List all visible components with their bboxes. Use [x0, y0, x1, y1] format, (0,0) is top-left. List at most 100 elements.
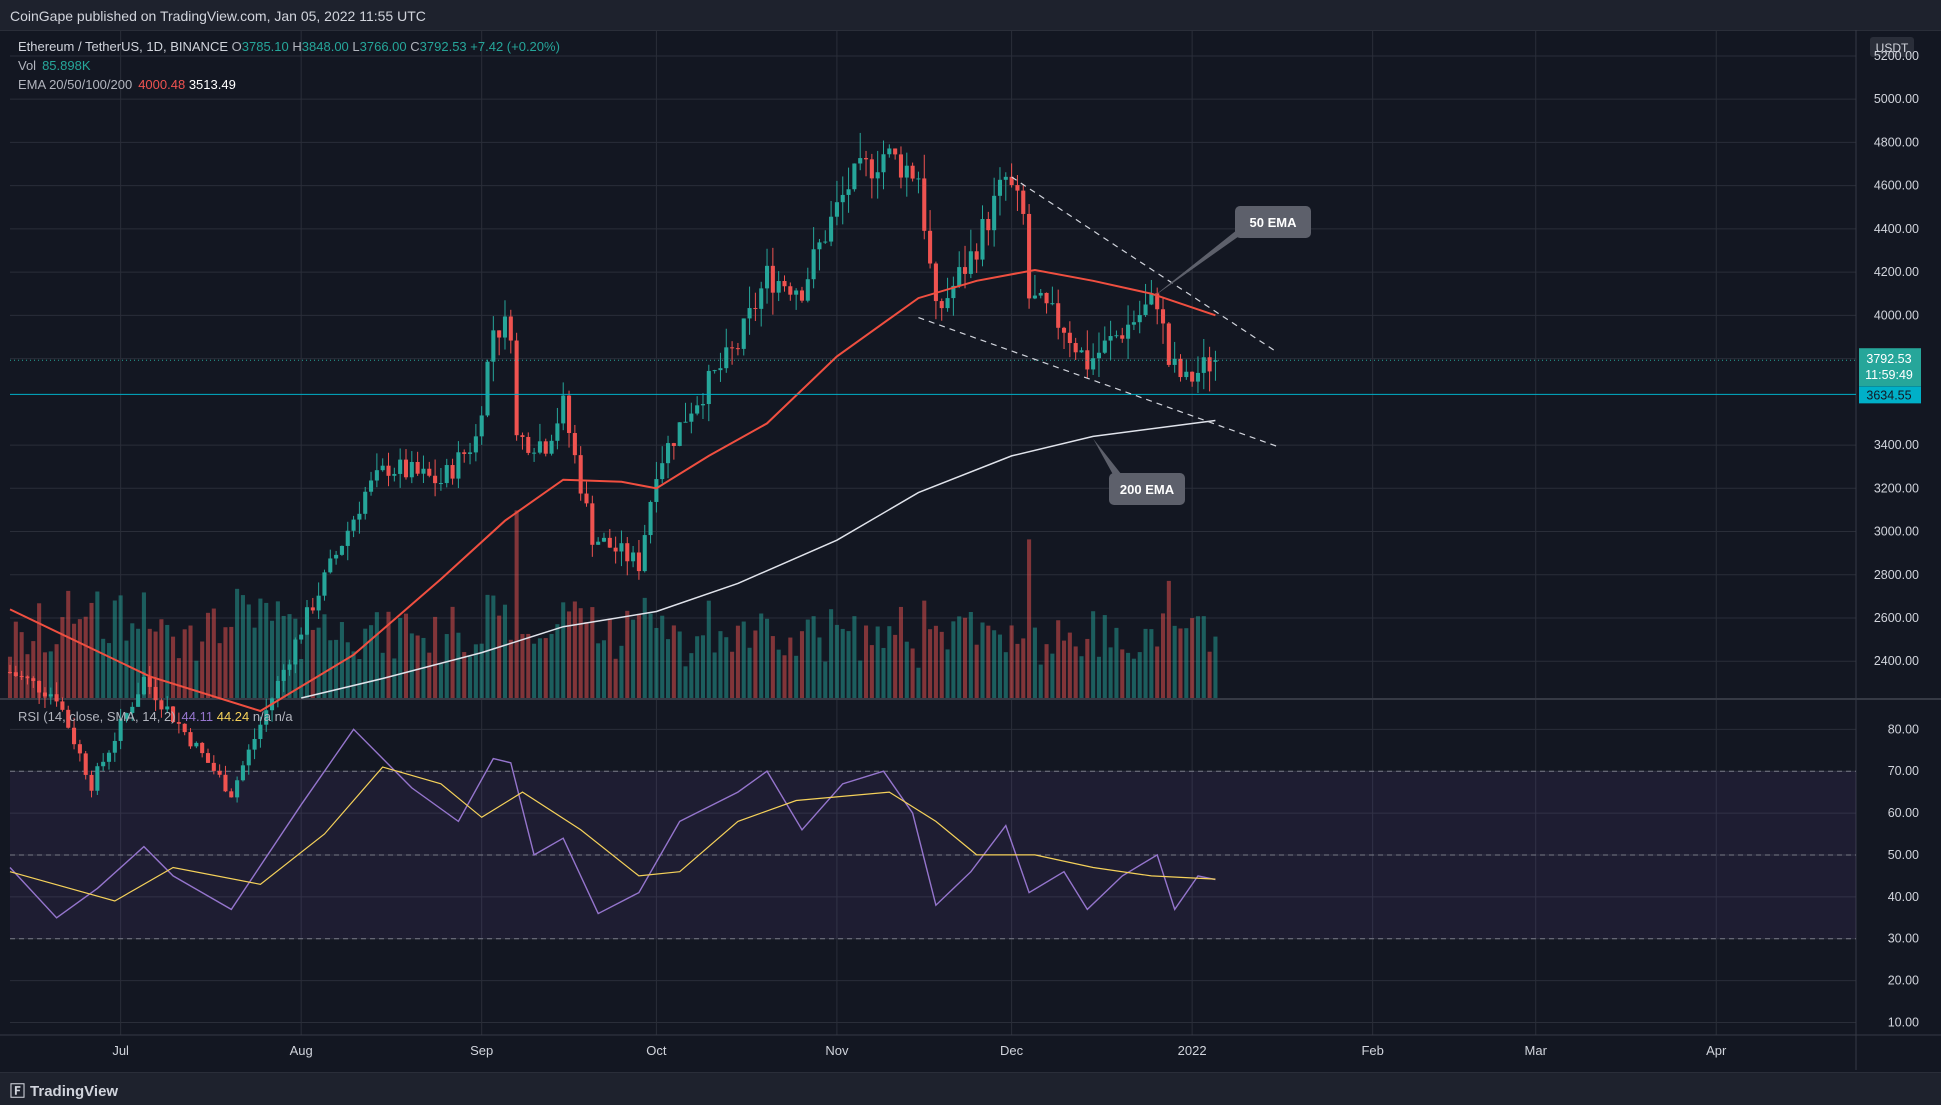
- time-tick-label: Feb: [1361, 1043, 1383, 1058]
- axis-unit-label: USDT: [1876, 41, 1909, 55]
- volume-bar: [19, 632, 24, 698]
- volume-bar: [724, 637, 729, 698]
- high-value: 3848.00: [301, 39, 349, 54]
- candle: [1009, 176, 1014, 186]
- volume-bar: [887, 626, 892, 698]
- volume-bar: [555, 624, 560, 698]
- volume-bar: [287, 614, 292, 698]
- volume-bar: [136, 628, 141, 698]
- candle: [817, 242, 822, 250]
- candle: [31, 678, 36, 681]
- volume-bar: [514, 510, 519, 698]
- volume-bar: [607, 618, 612, 698]
- volume-bar: [322, 614, 327, 698]
- volume-bar: [671, 625, 676, 698]
- volume-bar: [992, 630, 997, 698]
- volume-bar: [1015, 643, 1020, 698]
- candle: [479, 415, 484, 437]
- candle: [89, 774, 94, 791]
- candle: [799, 290, 805, 301]
- candle: [642, 535, 647, 572]
- volume-bar: [782, 655, 787, 698]
- time-tick-label: 2022: [1178, 1043, 1207, 1058]
- published-header: CoinGape published on TradingView.com, J…: [0, 0, 1941, 31]
- volume-bar: [572, 601, 577, 698]
- volume-bar: [83, 616, 88, 698]
- candle: [514, 340, 519, 436]
- volume-bar: [339, 622, 344, 698]
- volume-bar: [951, 621, 956, 698]
- candle: [829, 216, 834, 242]
- volume-bar: [468, 656, 473, 698]
- candle: [188, 732, 193, 747]
- volume-bar: [532, 643, 537, 698]
- candle: [695, 405, 700, 414]
- volume-bar: [957, 616, 962, 698]
- volume-bar: [939, 631, 944, 698]
- volume-bar: [642, 597, 647, 698]
- volume-bar: [689, 653, 694, 698]
- volume-bar: [1172, 625, 1177, 698]
- candle: [1213, 360, 1218, 362]
- volume-bar: [281, 615, 286, 698]
- candle: [1050, 303, 1055, 305]
- price-tick-label: 4600.00: [1874, 179, 1919, 193]
- candle: [229, 791, 234, 798]
- volume-bar: [508, 639, 513, 698]
- volume-bar: [869, 645, 874, 698]
- volume-bar: [42, 652, 47, 698]
- candle: [1149, 293, 1154, 305]
- candle: [881, 154, 886, 173]
- volume-bar: [188, 625, 193, 698]
- volume-bar: [706, 600, 711, 698]
- candle: [689, 413, 694, 422]
- volume-bar: [264, 602, 269, 698]
- candle: [1166, 323, 1171, 365]
- annotation-200-ema-pointer: [1093, 438, 1133, 489]
- candle: [1178, 358, 1183, 378]
- ema-200-line: [301, 419, 1216, 699]
- volume-bar: [1126, 652, 1131, 698]
- candle: [805, 279, 810, 301]
- volume-bar: [491, 595, 496, 698]
- volume-bar: [351, 651, 356, 698]
- candle: [735, 348, 740, 350]
- candle: [369, 480, 374, 492]
- volume-bar: [386, 611, 391, 698]
- volume-bar: [1108, 647, 1113, 698]
- candle: [1096, 352, 1102, 359]
- volume-bar: [205, 612, 211, 698]
- candle: [567, 395, 572, 434]
- candle: [724, 347, 729, 369]
- volume-bar: [130, 623, 135, 698]
- volume-bar: [1038, 664, 1043, 698]
- candle: [706, 370, 711, 405]
- candle: [863, 158, 869, 160]
- volume-bar: [1044, 644, 1049, 698]
- candle: [660, 463, 665, 480]
- volume-bar: [60, 617, 65, 698]
- candle: [741, 318, 746, 349]
- volume-bar: [741, 621, 746, 698]
- candle: [1067, 332, 1072, 344]
- tradingview-logo[interactable]: 🄵 TradingView: [10, 1083, 119, 1100]
- volume-bar: [304, 607, 310, 698]
- volume-bar: [1143, 628, 1148, 698]
- trendline-upper: [1011, 176, 1274, 351]
- candle: [1061, 327, 1067, 333]
- candle: [25, 676, 30, 679]
- volume-bar: [345, 642, 350, 698]
- candle: [194, 742, 199, 747]
- volume-bar: [805, 619, 810, 698]
- price-tick-label: 4000.00: [1874, 308, 1919, 322]
- candle: [106, 752, 112, 762]
- annotation-50-ema-box: [1235, 206, 1311, 238]
- volume-bar: [776, 649, 781, 698]
- candle: [141, 677, 146, 695]
- candle: [130, 706, 135, 713]
- volume-bar: [479, 643, 484, 698]
- candle: [677, 422, 682, 446]
- volume-bar: [997, 634, 1003, 698]
- volume-bar: [549, 633, 554, 698]
